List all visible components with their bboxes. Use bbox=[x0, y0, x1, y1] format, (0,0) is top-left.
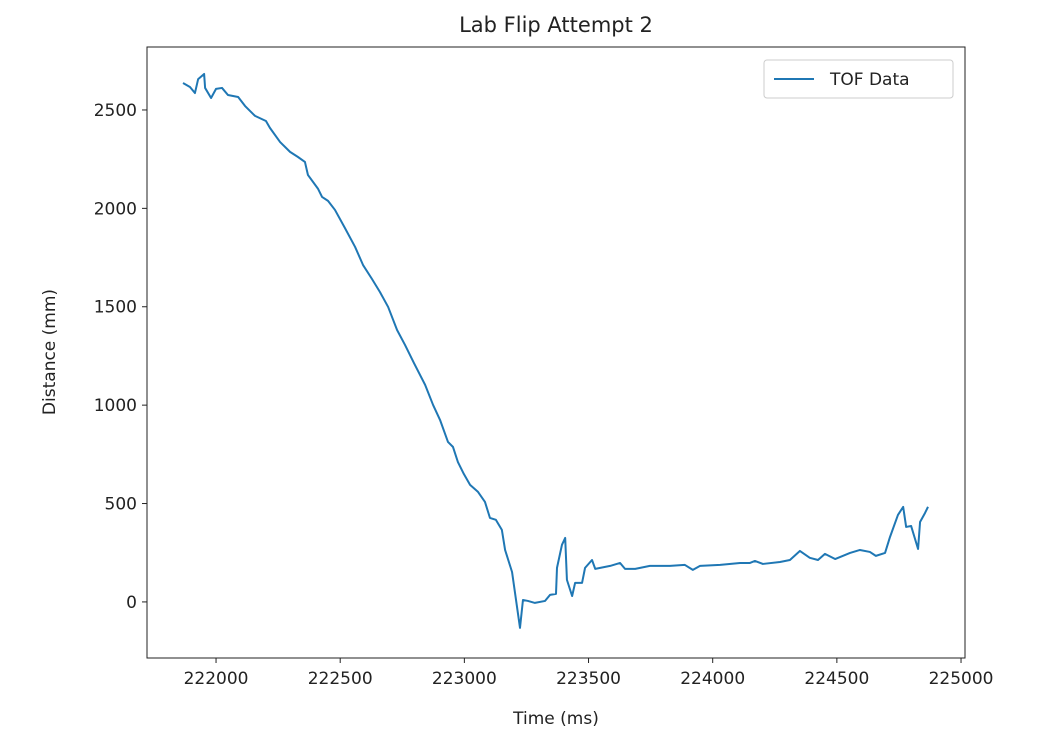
y-tick-label: 1000 bbox=[94, 396, 137, 416]
x-tick-label: 223500 bbox=[556, 669, 621, 689]
data-line bbox=[182, 72, 929, 629]
y-tick-label: 0 bbox=[126, 593, 137, 613]
x-axis-label: Time (ms) bbox=[512, 709, 599, 729]
y-tick-label: 500 bbox=[105, 495, 137, 515]
x-tick-label: 222500 bbox=[308, 669, 373, 689]
plot-frame bbox=[146, 46, 966, 659]
legend-label: TOF Data bbox=[829, 70, 910, 90]
y-tick-label: 2500 bbox=[94, 101, 137, 121]
x-tick-label: 223000 bbox=[432, 669, 497, 689]
x-tick-label: 224000 bbox=[680, 669, 745, 689]
x-tick-label: 225000 bbox=[929, 669, 994, 689]
x-tick-label: 222000 bbox=[184, 669, 249, 689]
y-tick-label: 2000 bbox=[94, 199, 137, 219]
legend-box bbox=[763, 59, 954, 99]
chart-title: Lab Flip Attempt 2 bbox=[459, 13, 653, 37]
y-axis-label: Distance (mm) bbox=[40, 289, 60, 415]
x-tick-label: 224500 bbox=[804, 669, 869, 689]
y-tick-label: 1500 bbox=[94, 298, 137, 318]
